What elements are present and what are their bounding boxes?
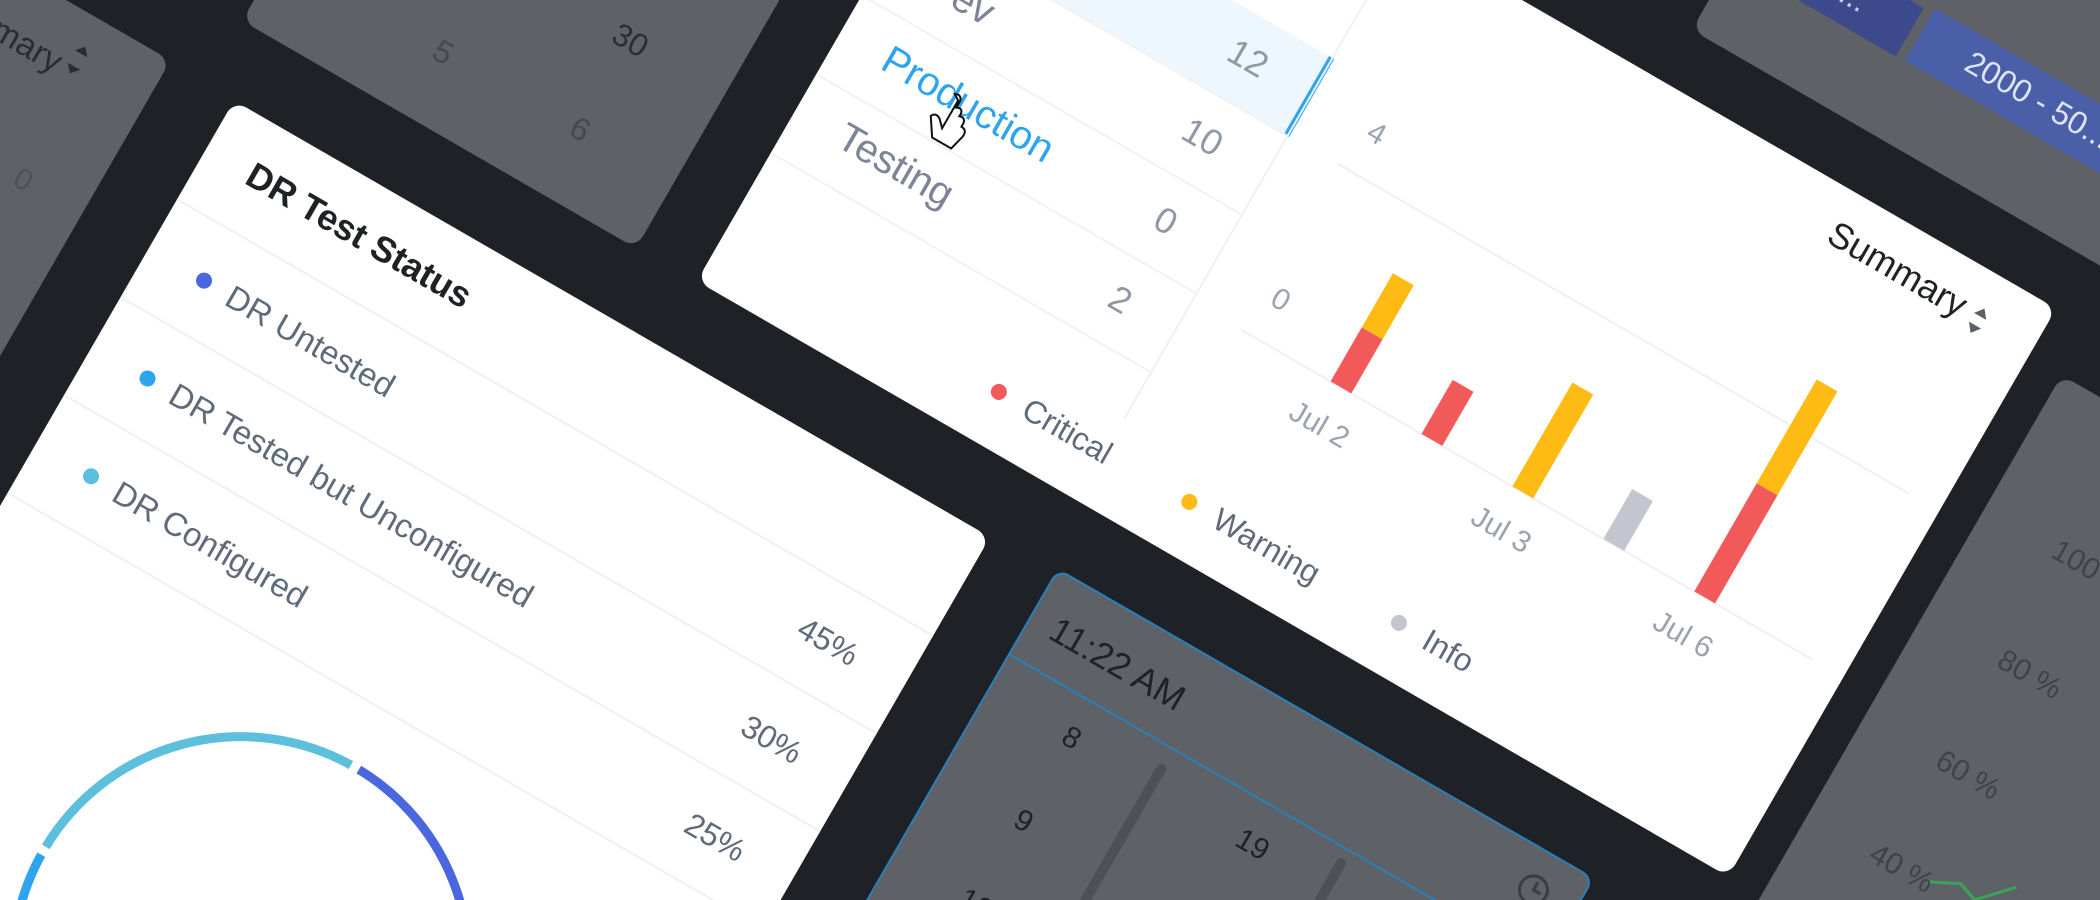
row-line [815,73,1198,295]
row-line [176,198,934,637]
panel-divider [1123,0,1406,419]
clock-hands [1531,881,1542,896]
bar-segment [1361,273,1414,340]
sort-icon[interactable] [64,43,92,77]
row-lines [7,198,934,900]
dr-card [0,105,986,900]
legend-dot [1390,614,1407,631]
sort-icon[interactable] [1965,305,1991,336]
legend-dot [83,468,100,485]
legend-dot [196,272,213,289]
row-line [861,0,1243,216]
time-card [761,572,1590,900]
donut-segment [197,765,474,900]
selected-row[interactable] [938,0,1333,136]
donut-segment [41,732,354,850]
bar-segment [1603,488,1653,551]
range-chip[interactable] [1765,0,1924,57]
grid-line [1336,162,1910,495]
bar-segment [1756,379,1838,496]
row-line [7,491,765,900]
list-lines [770,0,1289,374]
legend-dot [1181,493,1198,510]
scrollbar [1001,763,1167,900]
clock-icon[interactable] [1514,871,1552,900]
row-line [770,152,1152,374]
row-line [63,394,821,833]
row-line [906,0,1289,137]
legend-dot [990,383,1007,400]
time-card-divider [1008,653,1545,900]
bar-segment [1421,379,1474,446]
range-chip[interactable] [1904,8,2100,196]
row-line [120,296,878,735]
legend-dot [139,370,156,387]
bar-segment [1512,382,1594,499]
trend-line [1927,880,2018,900]
bg-card [247,0,840,244]
bar-segment [1694,483,1778,604]
bar-segment [1330,327,1383,394]
cursor [929,92,966,150]
